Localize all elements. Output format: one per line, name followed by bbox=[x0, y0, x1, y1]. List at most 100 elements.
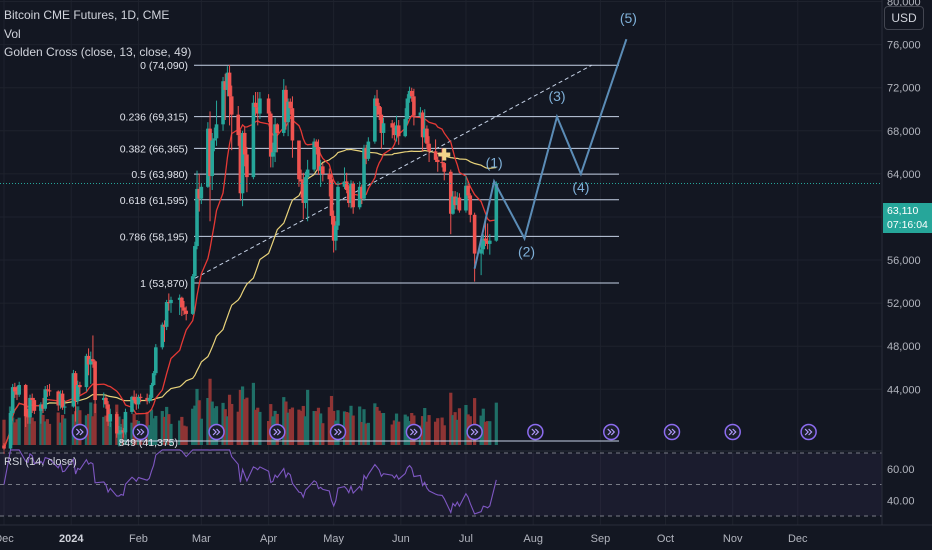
candle-body bbox=[435, 159, 440, 163]
volume-bar bbox=[427, 415, 431, 445]
chevrons-icon bbox=[273, 428, 282, 436]
candle-body bbox=[229, 96, 234, 115]
candle-body bbox=[394, 125, 399, 136]
candle-body bbox=[121, 430, 126, 433]
event-marker[interactable] bbox=[724, 423, 741, 441]
fib-level-label: 0.618 (61,595) bbox=[120, 195, 188, 207]
price-axis-tick: 52,000 bbox=[887, 298, 921, 310]
volume-bar bbox=[60, 414, 65, 445]
volume-bar bbox=[86, 413, 91, 445]
volume-bar bbox=[425, 421, 429, 445]
time-axis-tick: Sep bbox=[591, 533, 611, 545]
event-marker[interactable] bbox=[71, 423, 89, 441]
elliott-wave-label: (3) bbox=[548, 88, 565, 104]
candle-body bbox=[93, 361, 97, 401]
volume-bar bbox=[306, 389, 310, 445]
currency-button[interactable]: USD bbox=[884, 6, 924, 30]
candle-body bbox=[390, 123, 395, 128]
volume-bar bbox=[199, 418, 203, 445]
event-marker[interactable] bbox=[603, 423, 620, 441]
candle-body bbox=[312, 141, 316, 170]
candle-body bbox=[138, 396, 143, 398]
candle-body bbox=[455, 197, 460, 206]
volume-bar bbox=[30, 417, 34, 445]
event-marker[interactable] bbox=[527, 423, 544, 441]
event-marker[interactable] bbox=[269, 423, 286, 441]
volume-bar bbox=[381, 412, 386, 445]
candle-body bbox=[255, 107, 260, 114]
candle-body bbox=[442, 163, 447, 172]
time-axis-tick: Mar bbox=[192, 533, 211, 545]
candle-body bbox=[101, 397, 106, 401]
volume-bar bbox=[206, 398, 210, 445]
volume-bar bbox=[436, 418, 440, 445]
volume-bar bbox=[17, 417, 21, 445]
candle-body bbox=[223, 81, 228, 90]
candle-body bbox=[420, 112, 425, 138]
volume-bar bbox=[303, 416, 308, 445]
volume-bar bbox=[236, 411, 240, 445]
volume-bar bbox=[184, 426, 188, 445]
candle-body bbox=[208, 128, 212, 177]
event-marker[interactable] bbox=[208, 423, 225, 441]
volume-bar bbox=[162, 416, 167, 445]
elliott-wave-label: (2) bbox=[518, 244, 535, 260]
fib-level-label: 0.5 (63,980) bbox=[131, 169, 188, 181]
candle-body bbox=[73, 373, 78, 402]
candle-body bbox=[268, 113, 273, 157]
candle-body bbox=[266, 98, 271, 114]
volume-bar bbox=[256, 407, 260, 445]
event-marker[interactable] bbox=[800, 423, 817, 441]
volume-bar bbox=[45, 419, 49, 445]
volume-bar bbox=[451, 415, 455, 445]
volume-bar bbox=[32, 421, 36, 445]
volume-bar bbox=[63, 418, 67, 445]
candle-body bbox=[210, 140, 215, 177]
time-axis-tick: Dec bbox=[788, 533, 808, 545]
candle-body bbox=[316, 146, 321, 171]
volume-bar bbox=[483, 421, 488, 445]
golden-cross-label: Golden Cross (close, 13, close, 49) bbox=[4, 45, 192, 59]
event-marker[interactable] bbox=[329, 423, 347, 441]
event-marker[interactable] bbox=[663, 423, 681, 441]
last-price-tag: 63,110 07:16:04 bbox=[883, 203, 932, 233]
candle-body bbox=[468, 195, 473, 215]
candle-body bbox=[225, 72, 230, 90]
event-marker[interactable] bbox=[466, 423, 483, 441]
event-marker[interactable] bbox=[405, 423, 423, 441]
fib-level-label: 0.236 (69,315) bbox=[120, 112, 188, 124]
candle-body bbox=[281, 89, 286, 133]
fib-level-label: 0.382 (66,365) bbox=[120, 143, 188, 155]
price-axis-tick: 76,000 bbox=[887, 40, 921, 52]
volume-bar bbox=[182, 425, 186, 445]
candle-body bbox=[240, 132, 245, 194]
volume-bar bbox=[390, 424, 394, 445]
volume-bar bbox=[26, 410, 30, 445]
volume-bar bbox=[366, 422, 370, 445]
elliott-wave-label: (4) bbox=[572, 179, 589, 195]
candle-body bbox=[381, 123, 386, 133]
candle-body bbox=[349, 183, 353, 203]
volume-bar bbox=[160, 411, 164, 445]
chevrons-icon bbox=[668, 428, 676, 436]
candle-body bbox=[377, 106, 381, 115]
event-marker[interactable] bbox=[132, 423, 149, 441]
candle-body bbox=[151, 373, 156, 385]
candle-body bbox=[91, 359, 95, 362]
candle-body bbox=[347, 190, 351, 203]
candle-body bbox=[464, 185, 468, 211]
candle-body bbox=[427, 143, 431, 152]
volume-bar bbox=[486, 421, 490, 445]
candle-body bbox=[15, 391, 19, 395]
candle-body bbox=[412, 96, 416, 116]
volume-bar bbox=[282, 397, 286, 445]
candle-body bbox=[8, 412, 13, 449]
volume-bar bbox=[442, 425, 446, 445]
volume-bar bbox=[13, 422, 17, 445]
volume-bar bbox=[195, 388, 199, 445]
candle-body bbox=[488, 240, 492, 244]
candle-body bbox=[448, 171, 453, 214]
volume-bar bbox=[284, 401, 288, 445]
volume-bar bbox=[165, 406, 169, 445]
